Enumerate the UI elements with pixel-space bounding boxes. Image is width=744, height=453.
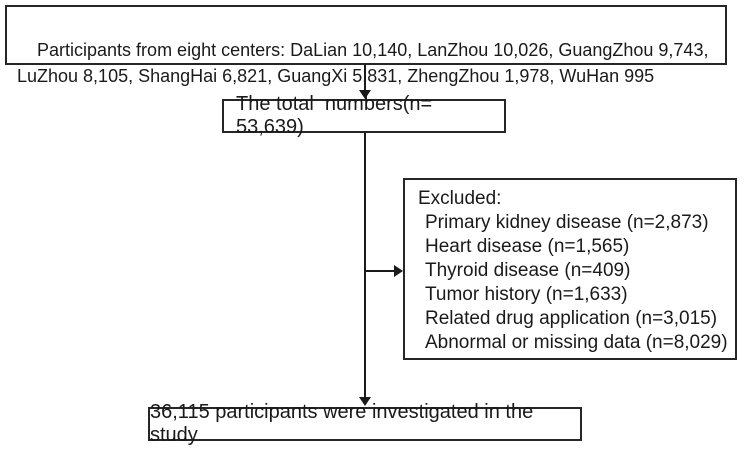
result-box-text: 36,115 participants were investigated in… (150, 401, 539, 446)
total-box: The total numbers(n= 53,639) (222, 93, 506, 138)
arrowhead-right-icon (394, 265, 403, 277)
connector-top-to-total (364, 65, 366, 92)
result-box: 36,115 participants were investigated in… (148, 401, 582, 446)
arrowhead-down-icon (359, 90, 371, 99)
centers-box: Participants from eight centers: DaLian … (5, 5, 727, 86)
excluded-item: Tumor history (n=1,633) (425, 284, 628, 305)
excluded-box-title: Excluded: (418, 188, 502, 209)
arrowhead-down-icon (359, 397, 371, 406)
connector-total-to-result (364, 133, 366, 398)
excluded-item: Primary kidney disease (n=2,873) (425, 212, 709, 233)
total-box-text: The total numbers(n= 53,639) (236, 93, 438, 138)
excluded-item: Abnormal or missing data (n=8,029) (425, 332, 728, 353)
excluded-box: Excluded: Primary kidney disease (n=2,87… (403, 178, 737, 360)
connector-to-excluded (365, 270, 395, 272)
excluded-item: Related drug application (n=3,015) (425, 308, 718, 329)
excluded-item: Thyroid disease (n=409) (425, 260, 631, 281)
excluded-item: Heart disease (n=1,565) (425, 236, 630, 257)
centers-box-text: Participants from eight centers: DaLian … (17, 40, 714, 86)
